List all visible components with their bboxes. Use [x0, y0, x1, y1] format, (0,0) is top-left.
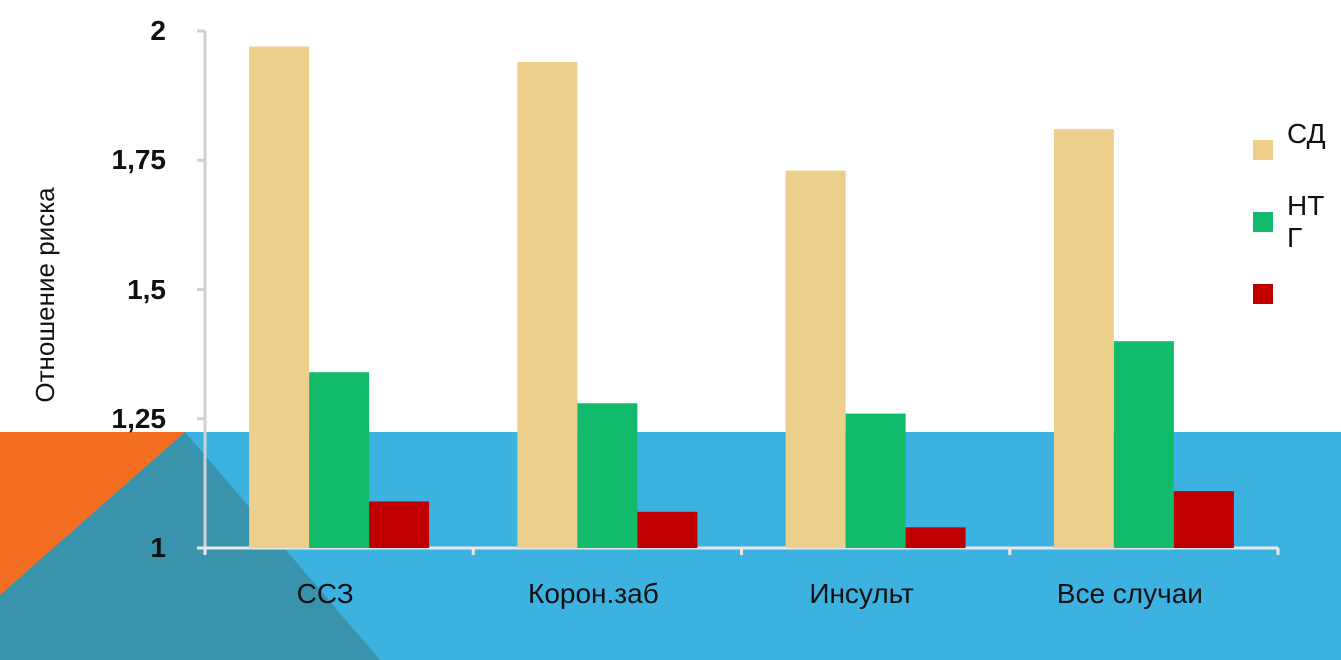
bar [249, 46, 310, 548]
y-axis-title: Отношение риска [30, 187, 60, 403]
legend-swatch [1253, 140, 1273, 160]
bar [1053, 129, 1114, 549]
bar [637, 511, 698, 548]
bar [905, 527, 966, 548]
legend-label: СД [1287, 118, 1326, 149]
x-tick-label: Инсульт [809, 578, 914, 609]
legend-swatch [1253, 212, 1273, 232]
y-tick-label: 1,25 [111, 402, 167, 434]
background-shape [0, 432, 185, 595]
bar [785, 170, 846, 548]
background-shape [0, 432, 380, 660]
y-tick-label: 1,5 [127, 273, 166, 305]
bar [517, 62, 578, 549]
bar [369, 501, 430, 548]
bar [577, 403, 638, 548]
bar [845, 413, 906, 548]
bar [1113, 341, 1174, 548]
x-tick-label: ССЗ [296, 578, 354, 609]
x-tick-label: Все случаи [1056, 578, 1203, 609]
bar [1173, 491, 1234, 548]
legend-label: НТГ [1287, 190, 1325, 253]
x-tick-label: Корон.заб [528, 578, 659, 609]
y-tick-label: 2 [150, 15, 166, 46]
legend-swatch [1253, 284, 1273, 304]
bar [309, 372, 370, 548]
y-tick-label: 1 [150, 532, 166, 563]
y-tick-label: 1,75 [111, 144, 167, 176]
